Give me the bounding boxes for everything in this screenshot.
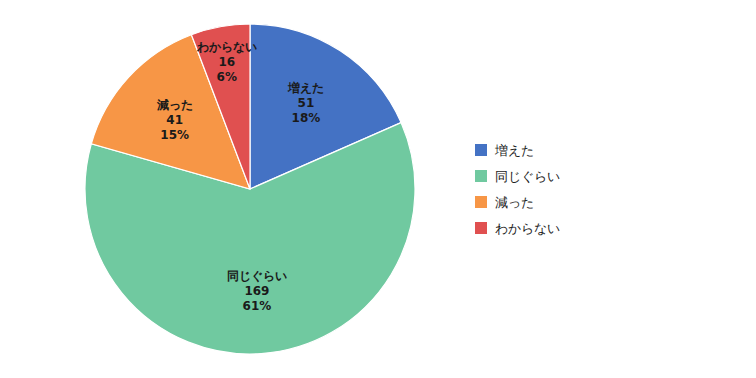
slice-percent-label: 6% xyxy=(217,70,237,84)
legend: 増えた同じぐらい減ったわからない xyxy=(475,143,560,236)
legend-swatch xyxy=(475,170,487,182)
legend-swatch xyxy=(475,222,487,234)
legend-swatch xyxy=(475,196,487,208)
data-labels: 増えた5118% 同じぐらい16961% 減った4115% わからない166% xyxy=(156,40,324,313)
legend-label: 同じぐらい xyxy=(495,169,560,184)
slice-category-label: 同じぐらい xyxy=(227,269,287,283)
slice-category-label: わからない xyxy=(196,40,257,54)
slice-value-label: 16 xyxy=(218,55,235,69)
slice-value-label: 41 xyxy=(166,113,183,127)
slice-value-label: 51 xyxy=(298,96,315,110)
slice-percent-label: 15% xyxy=(160,128,189,142)
slice-percent-label: 61% xyxy=(243,299,272,313)
chart-svg: 増えた5118%同じぐらい16961%減った4115%わからない166%増えた同… xyxy=(0,0,756,378)
slice-value-label: 169 xyxy=(244,284,269,298)
slice-category-label: 減った xyxy=(156,98,193,112)
legend-swatch xyxy=(475,144,487,156)
legend-label: わからない xyxy=(495,221,560,236)
chart-container: 増えた5118%同じぐらい16961%減った4115%わからない166%増えた同… xyxy=(0,0,756,378)
slice-percent-label: 18% xyxy=(292,111,321,125)
slice-category-label: 増えた xyxy=(287,81,324,95)
background xyxy=(0,0,756,378)
legend-label: 増えた xyxy=(494,143,534,158)
legend-label: 減った xyxy=(495,195,534,210)
pie-slices xyxy=(85,24,415,354)
